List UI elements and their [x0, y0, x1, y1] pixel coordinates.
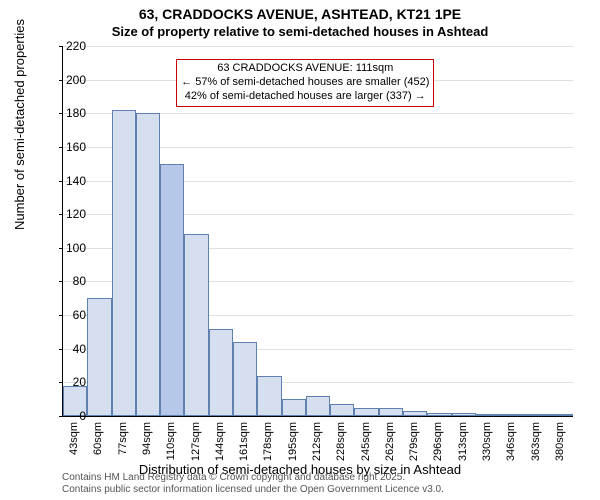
- xtick-label: 245sqm: [360, 422, 372, 461]
- histogram-bar: [233, 342, 257, 416]
- histogram-bar: [136, 113, 160, 416]
- ytick-label: 40: [56, 342, 86, 356]
- xtick-label: 346sqm: [505, 422, 517, 461]
- xtick-label: 127sqm: [190, 422, 202, 461]
- ytick-label: 80: [56, 274, 86, 288]
- histogram-bar: [282, 399, 306, 416]
- histogram-bar: [403, 411, 427, 416]
- ytick-label: 200: [56, 73, 86, 87]
- histogram-bar: [112, 110, 136, 416]
- histogram-bar: [87, 298, 111, 416]
- histogram-bar: [160, 164, 184, 416]
- histogram-bar: [306, 396, 330, 416]
- ytick-label: 120: [56, 207, 86, 221]
- xtick-label: 77sqm: [117, 422, 129, 455]
- xtick-label: 110sqm: [165, 422, 177, 460]
- title-sub: Size of property relative to semi-detach…: [0, 22, 600, 43]
- histogram-bar: [524, 414, 548, 416]
- ytick-label: 160: [56, 140, 86, 154]
- annotation-box: 63 CRADDOCKS AVENUE: 111sqm← 57% of semi…: [176, 59, 434, 106]
- xtick-label: 94sqm: [141, 422, 153, 455]
- histogram-bar: [549, 414, 573, 416]
- ytick-label: 100: [56, 241, 86, 255]
- histogram-bar: [500, 414, 524, 416]
- xtick-label: 279sqm: [408, 422, 420, 461]
- gridline: [63, 46, 573, 47]
- xtick-label: 262sqm: [384, 422, 396, 461]
- xtick-label: 178sqm: [262, 422, 274, 461]
- xtick-label: 380sqm: [554, 422, 566, 461]
- annotation-line: ← 57% of semi-detached houses are smalle…: [181, 76, 429, 90]
- histogram-bar: [257, 376, 281, 416]
- xtick-label: 330sqm: [481, 422, 493, 461]
- xtick-label: 60sqm: [92, 422, 104, 455]
- xtick-label: 363sqm: [530, 422, 542, 461]
- ytick-label: 220: [56, 39, 86, 53]
- histogram-bar: [452, 413, 476, 416]
- annotation-line: 42% of semi-detached houses are larger (…: [181, 90, 429, 104]
- xtick-label: 144sqm: [214, 422, 226, 461]
- footer-line1: Contains HM Land Registry data © Crown c…: [62, 472, 444, 484]
- xtick-label: 228sqm: [335, 422, 347, 461]
- xtick-label: 296sqm: [432, 422, 444, 461]
- ytick-label: 60: [56, 308, 86, 322]
- y-axis-label: Number of semi-detached properties: [12, 19, 27, 230]
- histogram-bar: [209, 329, 233, 416]
- ytick-label: 140: [56, 174, 86, 188]
- footer-line2: Contains public sector information licen…: [62, 484, 444, 496]
- ytick-label: 0: [56, 409, 86, 423]
- xtick-label: 43sqm: [68, 422, 80, 455]
- histogram-bar: [184, 234, 208, 416]
- xtick-label: 212sqm: [311, 422, 323, 461]
- histogram-bar: [476, 414, 500, 416]
- chart-container: 63, CRADDOCKS AVENUE, ASHTEAD, KT21 1PE …: [0, 0, 600, 500]
- xtick-label: 161sqm: [238, 422, 250, 461]
- histogram-bar: [379, 408, 403, 416]
- footer-attribution: Contains HM Land Registry data © Crown c…: [62, 472, 444, 496]
- xtick-label: 195sqm: [287, 422, 299, 461]
- ytick-label: 20: [56, 375, 86, 389]
- title-main: 63, CRADDOCKS AVENUE, ASHTEAD, KT21 1PE: [0, 0, 600, 22]
- ytick-label: 180: [56, 106, 86, 120]
- histogram-bar: [427, 413, 451, 416]
- annotation-line: 63 CRADDOCKS AVENUE: 111sqm: [181, 62, 429, 76]
- histogram-bar: [354, 408, 378, 416]
- histogram-bar: [330, 404, 354, 416]
- xtick-label: 313sqm: [457, 422, 469, 461]
